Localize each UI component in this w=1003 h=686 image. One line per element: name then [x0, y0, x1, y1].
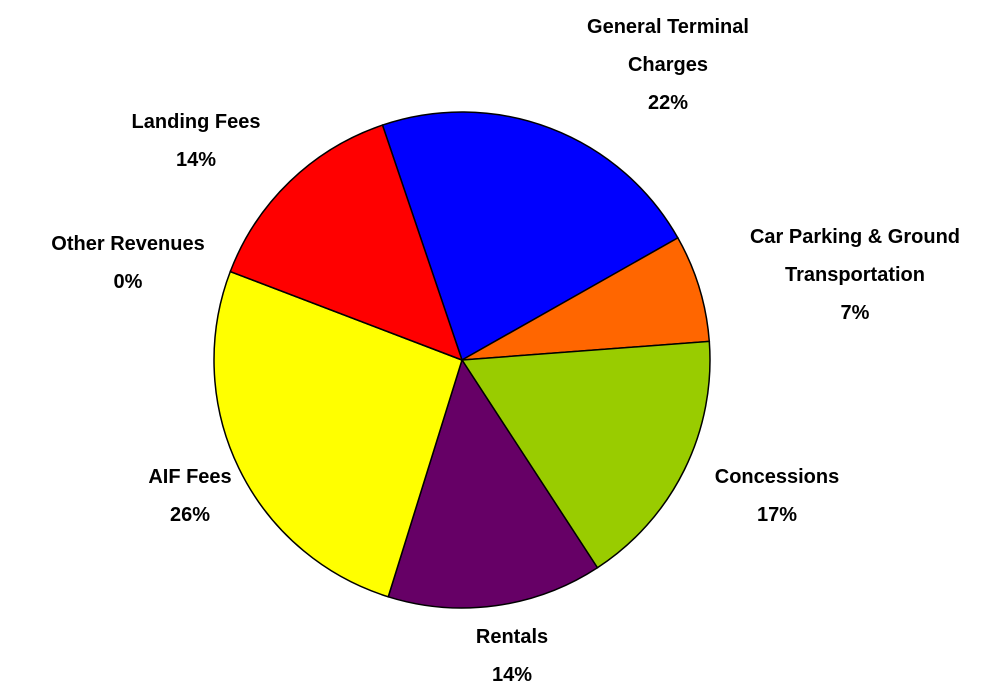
category-label: Car Parking & Ground Transportation — [749, 226, 961, 286]
value-label: 0% — [113, 271, 143, 293]
category-label: Rentals — [475, 626, 549, 648]
category-label: Concessions — [714, 466, 840, 488]
value-label: 22% — [647, 92, 689, 114]
pie-slice — [213, 270, 463, 598]
value-label: 26% — [169, 504, 211, 526]
pie-slice — [381, 111, 679, 362]
slice-label: Landing Fees 14% — [86, 103, 306, 179]
slice-label: Car Parking & Ground Transportation 7% — [710, 218, 1000, 332]
value-label: 7% — [840, 302, 870, 324]
pie-slice — [387, 358, 599, 609]
category-label: Other Revenues — [51, 233, 205, 255]
slice-label: Concessions 17% — [667, 458, 887, 534]
slice-label: General Terminal Charges 22% — [568, 8, 768, 122]
pie-slice — [229, 124, 464, 362]
value-label: 14% — [175, 149, 217, 171]
category-label: General Terminal Charges — [587, 16, 749, 76]
slice-label: AIF Fees 26% — [90, 458, 290, 534]
category-label: Landing Fees — [131, 111, 261, 133]
slice-label: Other Revenues 0% — [0, 225, 258, 301]
category-label: AIF Fees — [148, 466, 232, 488]
pie-slice — [461, 236, 711, 361]
pie-slice — [460, 340, 711, 569]
slice-label: Rentals 14% — [412, 618, 612, 686]
value-label: 17% — [756, 504, 798, 526]
value-label: 14% — [491, 664, 533, 686]
